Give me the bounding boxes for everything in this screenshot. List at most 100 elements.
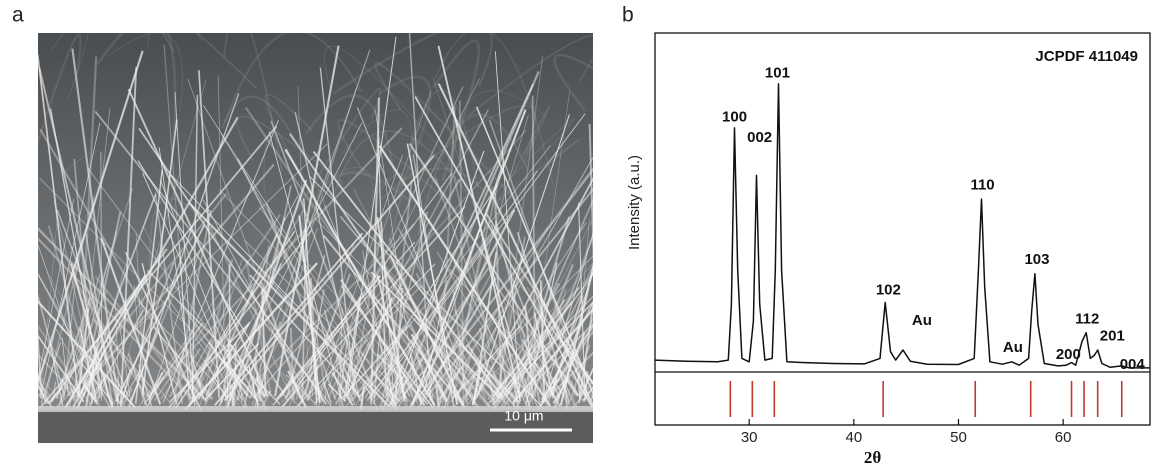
nanowire: [590, 320, 593, 338]
background-wire: [452, 90, 547, 185]
nanowire: [414, 96, 593, 409]
nanowire: [361, 378, 379, 410]
nanowire: [488, 366, 514, 401]
nanowire: [248, 366, 260, 410]
background-wire: [378, 75, 432, 192]
nanowire: [153, 326, 213, 400]
nanowire: [270, 120, 376, 398]
nanowire: [312, 150, 505, 399]
nanowire: [394, 71, 540, 405]
nanowire: [49, 108, 103, 396]
background-wire: [96, 33, 177, 148]
nanowire: [114, 224, 206, 402]
nanowire: [424, 324, 434, 400]
nanowire: [322, 234, 466, 408]
nanowire: [268, 131, 345, 408]
nanowire: [124, 371, 141, 398]
nanowire: [541, 324, 593, 400]
nanowire: [282, 324, 343, 408]
nanowire: [77, 308, 90, 396]
background-wire: [50, 33, 89, 101]
nanowire: [314, 218, 495, 402]
nanowire: [315, 154, 403, 404]
background-wire: [291, 88, 382, 220]
nanowire: [40, 342, 61, 404]
nanowire: [464, 380, 475, 401]
nanowire: [389, 255, 465, 406]
nanowire: [409, 209, 516, 407]
nanowire: [61, 337, 69, 396]
background-wire: [221, 33, 362, 129]
nanowire: [260, 281, 302, 400]
nanowire: [434, 177, 515, 402]
nanowire: [46, 270, 120, 403]
peak-label: 112: [1075, 310, 1099, 327]
scale-bar-label: 10 μm: [504, 408, 543, 424]
nanowire: [289, 133, 472, 397]
x-axis-label: 2θ: [864, 448, 882, 466]
nanowire: [453, 376, 484, 408]
nanowire: [531, 95, 537, 398]
background-wire: [223, 95, 329, 212]
nanowire: [286, 255, 326, 398]
nanowire: [378, 144, 552, 407]
nanowire: [387, 378, 397, 410]
nanowire: [244, 240, 417, 408]
background-wire: [482, 138, 580, 212]
xrd-curve: [654, 83, 1150, 369]
nanowire: [333, 109, 490, 399]
nanowire: [494, 192, 503, 398]
nanowire: [184, 262, 318, 410]
background-wire: [38, 187, 40, 210]
background-wire: [327, 130, 470, 214]
nanowire: [368, 387, 388, 408]
nanowire: [373, 265, 386, 405]
background-wire: [323, 45, 463, 175]
nanowire: [529, 361, 558, 401]
nanowire: [364, 324, 405, 399]
nanowire: [512, 378, 520, 410]
peak-label: 102: [876, 282, 901, 299]
background-wire: [434, 33, 555, 188]
nanowire: [387, 364, 389, 396]
nanowire: [272, 241, 416, 406]
nanowire: [190, 296, 231, 404]
nanowire: [488, 375, 510, 404]
nanowire: [522, 273, 593, 400]
nanowire: [475, 377, 490, 397]
nanowire: [461, 319, 501, 405]
nanowire: [343, 296, 361, 402]
nanowire: [94, 110, 332, 407]
nanowire: [38, 272, 111, 409]
nanowire: [39, 125, 278, 409]
nanowire: [49, 342, 64, 406]
xrd-chart: 30 40 50 60 2θ Intensity (a.u.) JCPDF 411049 10…: [626, 32, 1151, 466]
nanowire: [73, 158, 96, 403]
x-tick-label: 50: [950, 429, 967, 446]
nanowire: [127, 295, 174, 407]
nanowire: [435, 385, 440, 408]
nanowire: [541, 232, 593, 406]
nanowire: [438, 366, 463, 401]
background-wire: [61, 150, 104, 271]
nanowire: [249, 274, 361, 398]
nanowire: [295, 263, 436, 408]
nanowire: [352, 364, 356, 396]
nanowire: [449, 268, 566, 396]
nanowire: [162, 120, 279, 403]
nanowire: [485, 213, 593, 386]
nanowire: [472, 262, 593, 402]
nanowire: [308, 175, 545, 410]
nanowire: [321, 90, 432, 410]
background-wire: [38, 33, 82, 146]
nanowire: [339, 278, 426, 406]
nanowire: [195, 380, 209, 397]
peak-label: 200: [1056, 346, 1081, 363]
nanowire: [181, 353, 199, 397]
nanowire: [270, 377, 301, 407]
background-wire: [381, 167, 515, 239]
nanowire: [208, 234, 298, 401]
nanowire: [119, 323, 131, 401]
nanowire: [297, 86, 310, 398]
